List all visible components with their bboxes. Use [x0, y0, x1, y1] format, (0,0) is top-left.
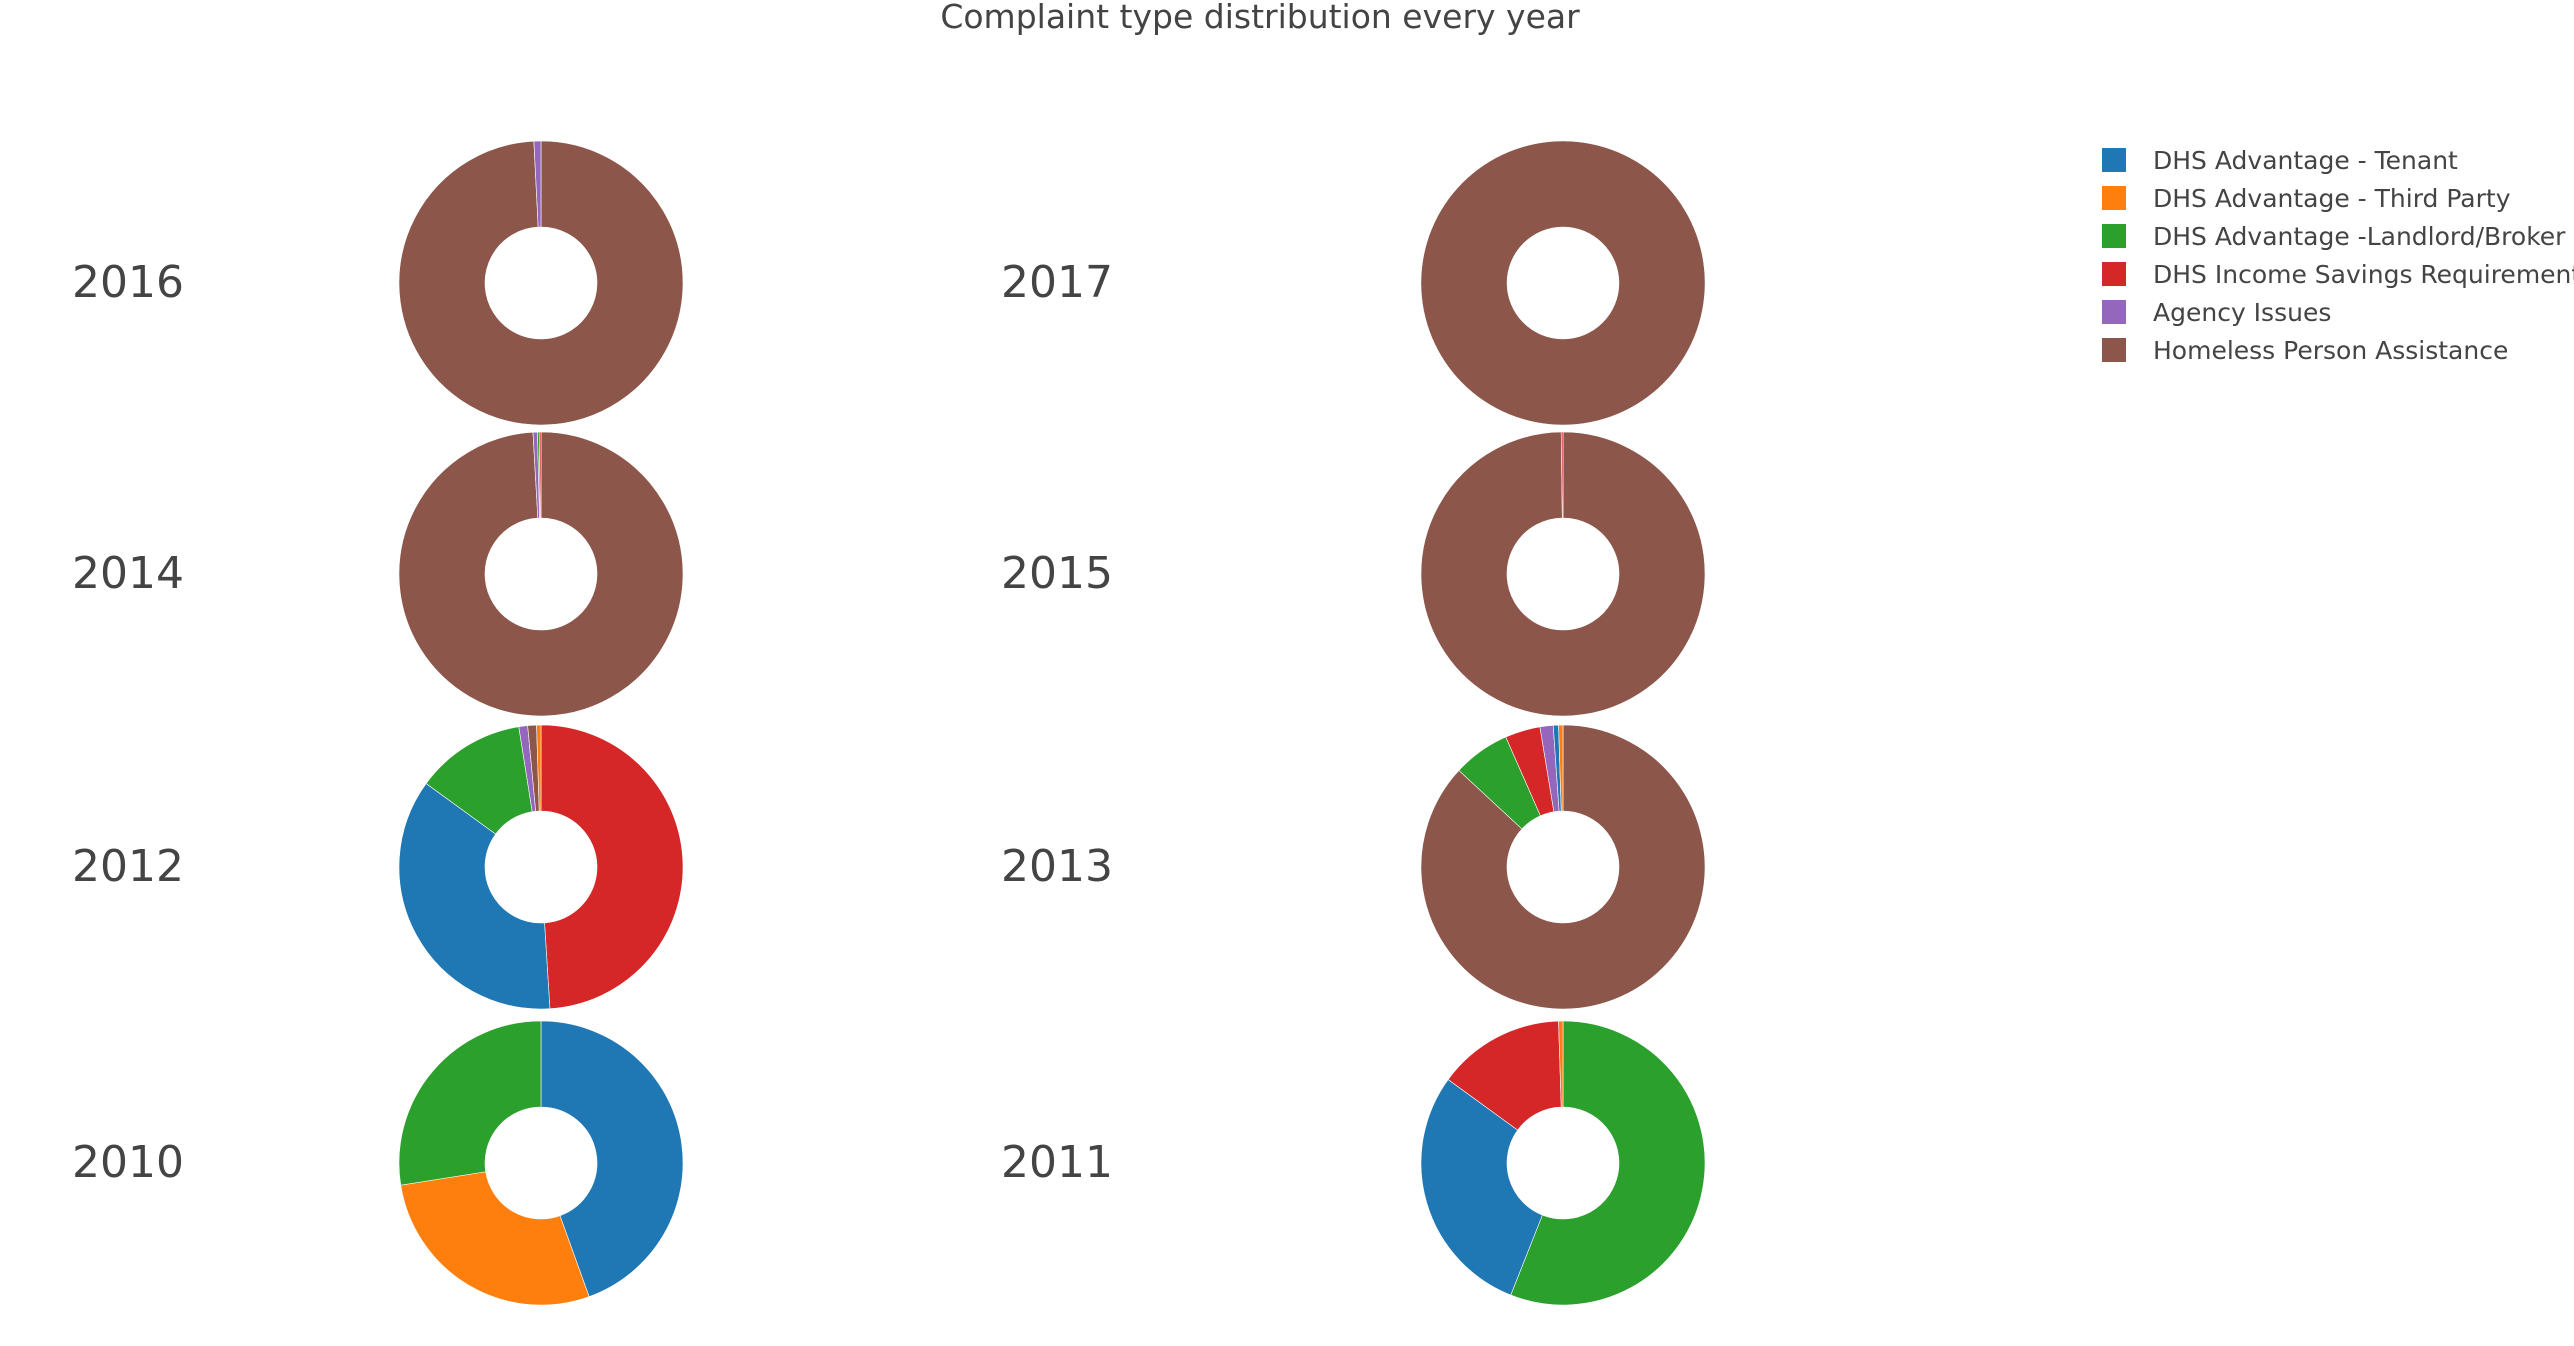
legend-label: DHS Advantage - Third Party: [2153, 184, 2511, 213]
pie-slice: [1510, 1020, 1706, 1306]
pie-slice: [398, 140, 684, 426]
legend-item[interactable]: DHS Income Savings Requirement: [2102, 260, 2574, 289]
pie-2010: 2010: [72, 1020, 684, 1306]
legend-label: DHS Advantage -Landlord/Broker: [2153, 222, 2566, 251]
pie-year-label: 2011: [1001, 1137, 1113, 1188]
chart-title: Complaint type distribution every year: [940, 0, 1580, 36]
pie-slice: [538, 431, 542, 519]
pie-2012: 2012: [72, 724, 684, 1010]
pie-2013: 2013: [1001, 724, 1706, 1010]
legend-swatch: [2102, 224, 2126, 248]
pie-slice: [1558, 1020, 1564, 1108]
pie-slice: [398, 431, 684, 717]
pie-2017: 2017: [1001, 140, 1706, 426]
pie-slice: [1420, 431, 1706, 717]
legend-swatch: [2102, 338, 2126, 362]
pie-year-label: 2010: [72, 1137, 184, 1188]
pie-year-label: 2014: [72, 548, 184, 599]
pie-2014: 2014: [72, 431, 684, 717]
pie-year-label: 2013: [1001, 841, 1113, 892]
pie-slice: [1558, 724, 1564, 812]
legend-label: DHS Advantage - Tenant: [2153, 146, 2458, 175]
legend-item[interactable]: DHS Advantage - Third Party: [2102, 184, 2511, 213]
pie-slice: [400, 1171, 590, 1306]
pie-slice: [398, 783, 551, 1010]
pie-year-label: 2015: [1001, 548, 1113, 599]
pie-year-label: 2017: [1001, 257, 1113, 308]
pies-layer: 2016 2017 2014 2015 2012 2013 2010 2011: [72, 140, 1706, 1306]
legend-swatch: [2102, 148, 2126, 172]
pie-slice: [540, 724, 684, 1010]
pie-slice: [398, 1020, 542, 1186]
pie-year-label: 2016: [72, 257, 184, 308]
pie-slice: [1447, 1020, 1562, 1131]
pie-slice: [1420, 724, 1706, 1010]
pie-2015: 2015: [1001, 431, 1706, 717]
pie-2011: 2011: [1001, 1020, 1706, 1306]
pie-slice: [1420, 1079, 1543, 1296]
legend-label: Agency Issues: [2153, 298, 2331, 327]
pie-2016: 2016: [72, 140, 684, 426]
legend-label: DHS Income Savings Requirement: [2153, 260, 2574, 289]
pie-slice: [1420, 140, 1706, 426]
legend-swatch: [2102, 300, 2126, 324]
pie-slice: [540, 1020, 684, 1297]
pie-year-label: 2012: [72, 841, 184, 892]
legend: DHS Advantage - Tenant DHS Advantage - Th…: [2102, 146, 2574, 365]
pie-slice: [533, 140, 542, 228]
legend-item[interactable]: Homeless Person Assistance: [2102, 336, 2508, 365]
pie-slice: [1560, 431, 1564, 519]
legend-item[interactable]: DHS Advantage -Landlord/Broker: [2102, 222, 2566, 251]
legend-item[interactable]: DHS Advantage - Tenant: [2102, 146, 2458, 175]
legend-item[interactable]: Agency Issues: [2102, 298, 2331, 327]
legend-label: Homeless Person Assistance: [2153, 336, 2508, 365]
legend-swatch: [2102, 186, 2126, 210]
pie-slice: [536, 724, 542, 812]
legend-swatch: [2102, 262, 2126, 286]
